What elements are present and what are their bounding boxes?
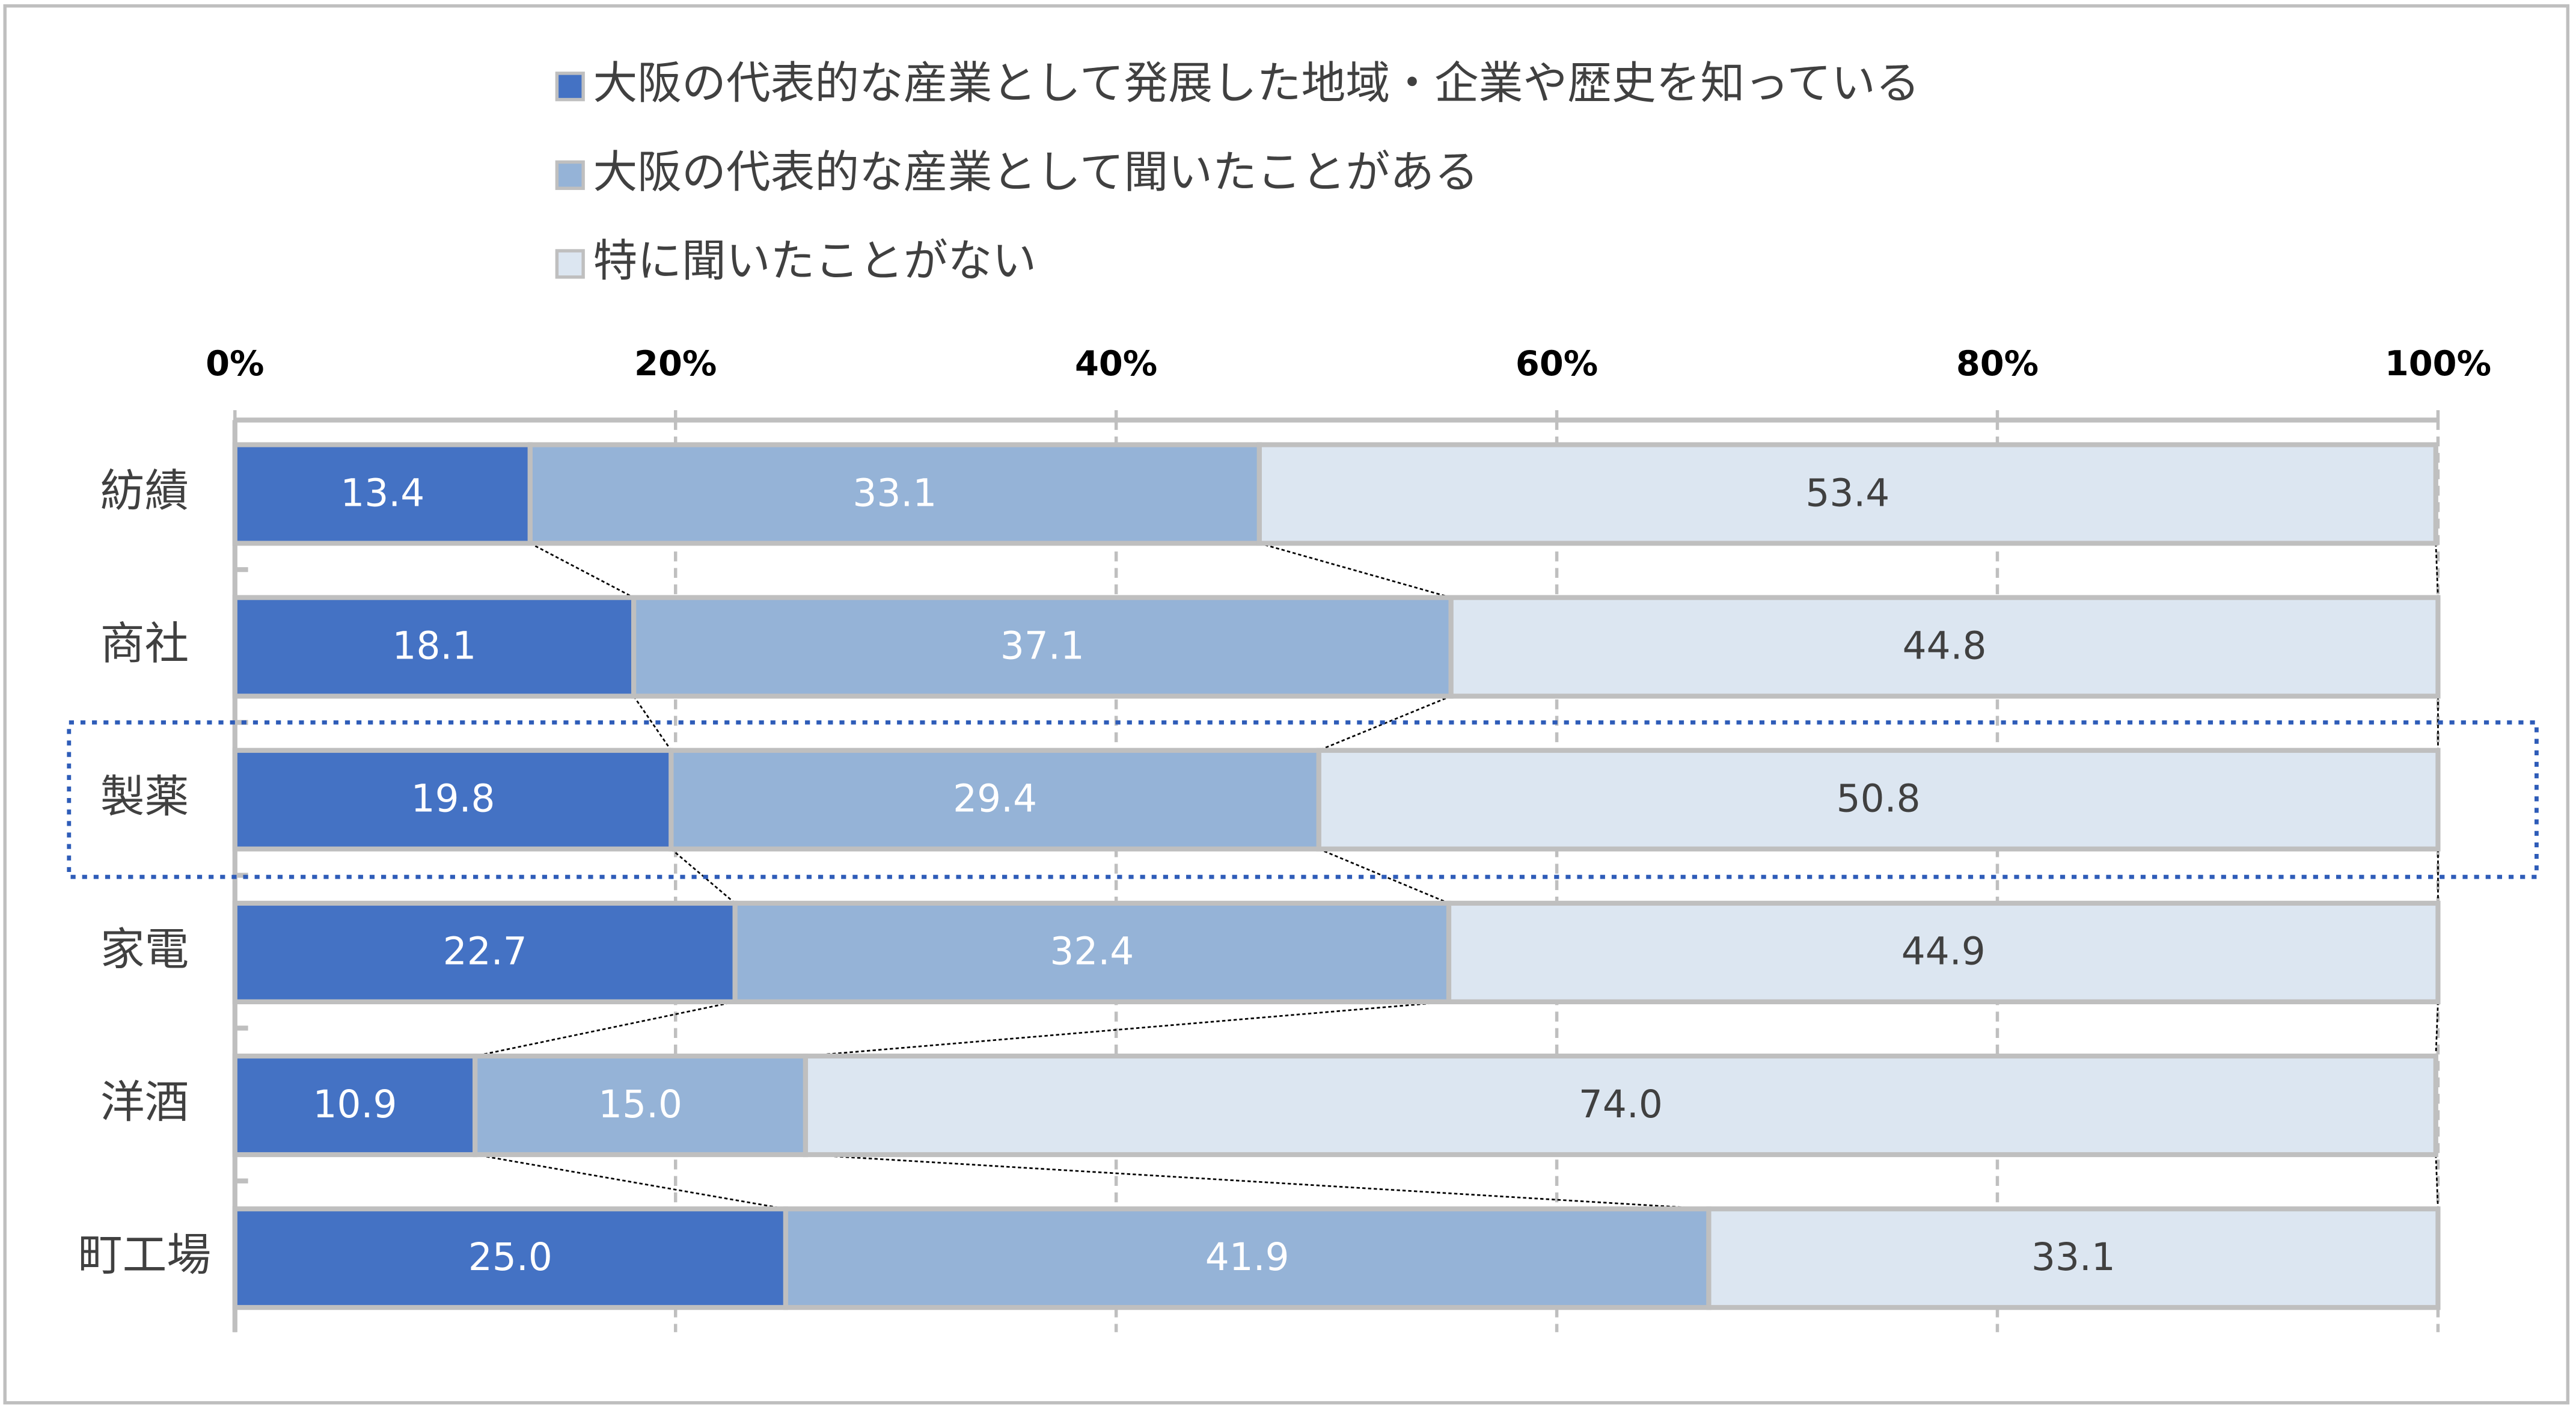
- value-label: 22.7: [443, 930, 527, 974]
- bar-segment: [631, 595, 1454, 699]
- value-label: 44.8: [1903, 624, 1987, 668]
- y-tick-label: 製薬: [100, 772, 189, 823]
- value-label: 41.9: [1205, 1235, 1290, 1279]
- legend-label: 大阪の代表的な産業として発展した地域・企業や歴史を知っている: [593, 58, 1920, 109]
- value-label: 32.4: [1050, 930, 1134, 974]
- series-line: [805, 1001, 1449, 1057]
- legend-swatch: [555, 249, 585, 279]
- value-label: 29.4: [953, 777, 1037, 821]
- x-tick-label: 80%: [1956, 343, 2039, 384]
- legend-label: 大阪の代表的な産業として聞いたことがある: [593, 147, 1479, 198]
- value-label: 44.9: [1901, 930, 1986, 974]
- x-tick-label: 40%: [1075, 343, 1157, 384]
- series-line: [530, 542, 634, 598]
- bar-segment: [232, 900, 738, 1004]
- x-tick-label: 100%: [2385, 343, 2491, 384]
- y-tick-label: 洋酒: [100, 1077, 189, 1128]
- series-line: [1259, 542, 1452, 598]
- bar-segment: [1706, 1206, 2441, 1310]
- bar-segment: [232, 442, 533, 546]
- bar-segment: [1446, 900, 2441, 1004]
- value-label: 25.0: [468, 1235, 552, 1279]
- bar-segment: [232, 1206, 789, 1310]
- bar-segment: [1448, 595, 2441, 699]
- bar-segment: [232, 747, 674, 852]
- value-label: 33.1: [2031, 1235, 2116, 1279]
- series-line: [474, 1001, 735, 1057]
- y-tick-label: 商社: [100, 619, 189, 670]
- bar-segment: [527, 442, 1262, 546]
- value-label: 18.1: [392, 624, 476, 668]
- bar-segment: [803, 1053, 2438, 1158]
- value-label: 50.8: [1837, 777, 1921, 821]
- x-tick-label: 20%: [634, 343, 717, 384]
- x-tick-label: 0%: [206, 343, 264, 384]
- highlight-box: [67, 720, 2539, 879]
- x-tick-label: 60%: [1516, 343, 1598, 384]
- series-line: [805, 1153, 1709, 1210]
- legend-label: 特に聞いたことがない: [593, 236, 1037, 287]
- y-tick-label: 紡績: [100, 465, 189, 517]
- value-label: 10.9: [313, 1082, 397, 1126]
- value-label: 37.1: [1000, 624, 1085, 668]
- value-label: 53.4: [1805, 471, 1889, 515]
- series-line: [670, 848, 736, 904]
- series-line: [1318, 695, 1452, 752]
- legend-swatch: [555, 72, 585, 102]
- value-label: 74.0: [1579, 1082, 1663, 1126]
- series-line: [632, 695, 672, 751]
- value-label: 13.4: [340, 471, 424, 515]
- legend-swatch: [555, 160, 585, 190]
- value-label: 15.0: [598, 1082, 682, 1126]
- bar-segment: [783, 1206, 1712, 1310]
- bar-segment: [1256, 442, 2438, 546]
- value-label: 19.8: [411, 777, 495, 821]
- bar-segment: [232, 1053, 478, 1158]
- value-label: 33.1: [852, 471, 937, 515]
- chart-frame: [3, 4, 2570, 1405]
- y-tick-label: 家電: [100, 924, 189, 975]
- y-tick-label: 町工場: [78, 1230, 211, 1281]
- series-line: [475, 1153, 786, 1210]
- bar-segment: [1316, 747, 2441, 852]
